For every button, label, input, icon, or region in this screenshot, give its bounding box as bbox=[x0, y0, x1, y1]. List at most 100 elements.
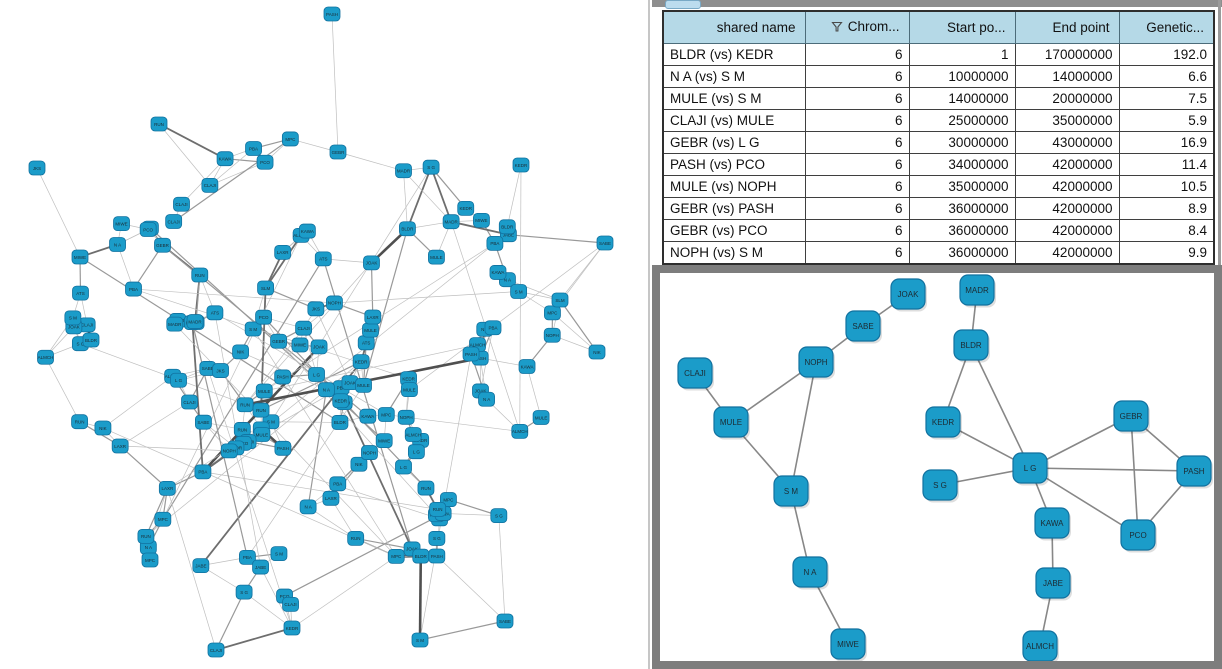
network-edge[interactable] bbox=[343, 402, 413, 550]
network-node-MIWE[interactable]: MIWE bbox=[830, 628, 867, 661]
cell-value[interactable]: 42000000 bbox=[1014, 197, 1120, 220]
network-edge-GEBR-PCO[interactable] bbox=[1130, 415, 1139, 536]
network-node[interactable]: S G bbox=[490, 508, 508, 524]
network-node[interactable]: GEBR bbox=[270, 333, 288, 349]
network-edge[interactable] bbox=[191, 322, 204, 472]
cell-value[interactable]: 42000000 bbox=[1014, 175, 1120, 198]
network-edge[interactable] bbox=[448, 499, 500, 517]
cell-value[interactable]: 10000000 bbox=[908, 65, 1016, 88]
network-node[interactable]: KEDR bbox=[283, 620, 301, 636]
network-node[interactable]: ALMCH bbox=[37, 349, 54, 365]
network-node[interactable]: BLDR bbox=[82, 332, 100, 348]
cell-value[interactable]: 11.4 bbox=[1118, 153, 1215, 176]
network-node[interactable]: PCO bbox=[256, 154, 274, 170]
table-vertical-scrollbar[interactable] bbox=[1218, 0, 1221, 265]
network-node[interactable]: S M bbox=[411, 632, 429, 648]
network-edge[interactable] bbox=[215, 591, 245, 651]
network-node[interactable]: MULE bbox=[401, 382, 418, 398]
network-node[interactable]: ATS bbox=[357, 335, 375, 351]
network-node[interactable]: CLAJI bbox=[173, 196, 190, 212]
column-header-shared-name[interactable]: shared name bbox=[662, 10, 806, 44]
table-row[interactable]: CLAJI (vs) MULE 6 25000000 35000000 5.9 bbox=[662, 109, 1215, 132]
network-node[interactable]: PBA bbox=[486, 235, 504, 251]
network-edge[interactable] bbox=[331, 13, 339, 153]
network-node[interactable]: PCO bbox=[255, 309, 272, 325]
network-edge[interactable] bbox=[215, 627, 293, 651]
network-node[interactable]: MIWE bbox=[375, 433, 393, 449]
network-edge[interactable] bbox=[209, 148, 254, 186]
network-node[interactable]: ALMCH bbox=[511, 423, 529, 439]
network-node[interactable]: BLDR bbox=[412, 548, 430, 564]
cell-value[interactable]: 16.9 bbox=[1118, 131, 1215, 154]
cell-shared-name[interactable]: BLDR (vs) KEDR bbox=[662, 43, 806, 66]
network-edge[interactable] bbox=[406, 166, 432, 230]
network-node[interactable]: CLAJI bbox=[201, 177, 219, 193]
network-node[interactable]: MIWE bbox=[291, 337, 309, 353]
table-row[interactable]: PASH (vs) PCO 6 34000000 42000000 11.4 bbox=[662, 153, 1215, 176]
cell-value[interactable]: 6 bbox=[804, 65, 910, 88]
network-node-LG[interactable]: L G bbox=[1012, 452, 1049, 486]
network-node[interactable]: PBA bbox=[194, 464, 212, 480]
network-edge[interactable] bbox=[158, 123, 226, 160]
network-edge[interactable] bbox=[243, 591, 293, 629]
network-node[interactable]: MADR bbox=[166, 316, 184, 332]
network-edge[interactable] bbox=[403, 170, 452, 222]
network-edge[interactable] bbox=[362, 228, 408, 386]
network-node[interactable]: MIWE bbox=[71, 249, 89, 265]
network-node[interactable]: MULE bbox=[355, 378, 372, 393]
table-row[interactable]: BLDR (vs) KEDR 6 1 170000000 192.0 bbox=[662, 43, 1215, 66]
network-node-CLAJI[interactable]: CLAJI bbox=[677, 357, 714, 391]
cell-value[interactable]: 36000000 bbox=[908, 241, 1016, 265]
network-edge[interactable] bbox=[207, 368, 293, 629]
cell-value[interactable]: 6 bbox=[804, 197, 910, 220]
cell-value[interactable]: 14000000 bbox=[1014, 65, 1120, 88]
network-node[interactable]: MPC bbox=[377, 407, 395, 422]
network-node[interactable]: S M bbox=[64, 310, 82, 326]
cell-value[interactable]: 6 bbox=[804, 241, 910, 265]
network-edge[interactable] bbox=[264, 344, 478, 392]
network-node[interactable]: PBA bbox=[125, 281, 142, 297]
network-node[interactable]: MADR bbox=[395, 163, 412, 179]
network-node[interactable]: KEDR bbox=[457, 200, 475, 216]
network-node[interactable]: LAXR bbox=[274, 244, 292, 260]
network-node[interactable]: KEDR bbox=[400, 371, 417, 386]
cell-value[interactable]: 9.9 bbox=[1118, 241, 1215, 265]
cell-value[interactable]: 43000000 bbox=[1014, 131, 1120, 154]
network-edge[interactable] bbox=[370, 262, 374, 318]
network-edge[interactable] bbox=[158, 123, 211, 186]
cell-shared-name[interactable]: GEBR (vs) PASH bbox=[662, 197, 806, 220]
network-node[interactable]: GEBR bbox=[154, 237, 171, 253]
network-edge[interactable] bbox=[119, 401, 190, 447]
cell-value[interactable]: 6 bbox=[804, 175, 910, 198]
network-edge[interactable] bbox=[162, 235, 302, 520]
cell-value[interactable]: 6 bbox=[804, 109, 910, 132]
network-node-JOAK[interactable]: JOAK bbox=[890, 278, 927, 312]
network-node-GEBR[interactable]: GEBR bbox=[1113, 400, 1150, 434]
scrollbar-thumb[interactable] bbox=[665, 0, 701, 9]
network-edge[interactable] bbox=[173, 138, 291, 222]
network-node[interactable]: CLAJI bbox=[165, 214, 183, 229]
network-node[interactable]: S G bbox=[428, 531, 446, 546]
network-node[interactable]: SLM bbox=[551, 292, 569, 308]
cell-shared-name[interactable]: NOPH (vs) S M bbox=[662, 241, 806, 265]
network-node-NA[interactable]: N A bbox=[792, 556, 829, 590]
full-network-canvas[interactable]: MADR PBA L G MADR ATS CLAJI PASH MADR PBA MPC LAXR… bbox=[0, 0, 648, 669]
network-node[interactable]: S G bbox=[422, 159, 440, 175]
network-node-SG[interactable]: S G bbox=[922, 469, 959, 503]
network-node[interactable]: PASH bbox=[428, 548, 446, 564]
network-node[interactable]: CLAJI bbox=[295, 320, 313, 336]
network-edge[interactable] bbox=[270, 421, 340, 423]
network-node[interactable]: S G bbox=[235, 584, 253, 600]
table-row[interactable]: GEBR (vs) PCO 6 36000000 42000000 8.4 bbox=[662, 219, 1215, 242]
table-row[interactable]: NOPH (vs) S M 6 36000000 42000000 9.9 bbox=[662, 241, 1215, 265]
network-node[interactable]: PASH bbox=[323, 6, 341, 22]
network-edge[interactable] bbox=[145, 488, 168, 537]
network-node[interactable]: N A bbox=[318, 382, 335, 398]
network-node[interactable]: PASH bbox=[462, 346, 480, 362]
network-node[interactable]: LAXR bbox=[158, 480, 176, 496]
network-node-JABE[interactable]: JABE bbox=[1035, 567, 1072, 601]
network-node[interactable]: ATS bbox=[72, 285, 89, 301]
cell-shared-name[interactable]: GEBR (vs) PCO bbox=[662, 219, 806, 242]
network-node[interactable]: BLDR bbox=[331, 415, 349, 430]
network-node[interactable]: S M bbox=[270, 546, 288, 562]
